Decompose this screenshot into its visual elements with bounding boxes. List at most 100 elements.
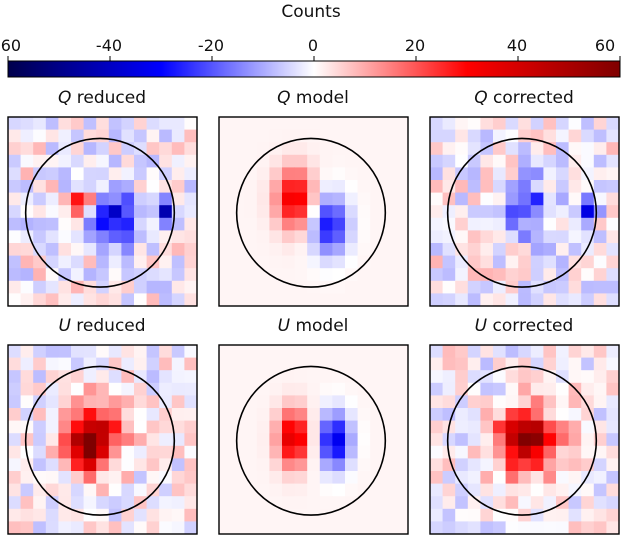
heatmap-cell	[382, 395, 396, 409]
heatmap-cell	[58, 243, 72, 256]
heatmap-cell	[606, 408, 620, 421]
heatmap-cell	[282, 129, 295, 143]
heatmap-cell	[543, 483, 557, 497]
heatmap-cell	[395, 471, 409, 484]
heatmap-cell	[382, 357, 396, 371]
heatmap-cell	[556, 445, 569, 459]
heatmap-cell	[442, 408, 456, 421]
heatmap-cell	[606, 508, 620, 522]
heatmap-cell	[83, 483, 97, 497]
heatmap-cell	[83, 395, 97, 409]
heatmap-cell	[134, 293, 147, 307]
heatmap-cell	[357, 230, 371, 244]
heatmap-cell	[33, 496, 47, 510]
heatmap-cell	[45, 420, 59, 434]
heatmap-cell	[8, 471, 21, 484]
heatmap-cell	[134, 180, 147, 193]
heatmap-cell	[568, 280, 582, 294]
heatmap-cell	[530, 230, 544, 244]
heatmap-cell	[332, 445, 346, 459]
heatmap-cell	[231, 255, 245, 269]
heatmap-cell	[530, 508, 544, 522]
heatmap-cell	[96, 293, 110, 307]
heatmap-cell	[467, 230, 481, 244]
heatmap-cell	[71, 471, 84, 484]
heatmap-cell	[455, 382, 469, 396]
heatmap-cell	[146, 496, 160, 510]
heatmap-cell	[530, 167, 544, 181]
heatmap-cell	[543, 420, 557, 434]
heatmap-cell	[332, 129, 346, 143]
heatmap-cell	[231, 357, 245, 371]
heatmap-cell	[307, 192, 321, 206]
heatmap-cell	[96, 117, 110, 130]
heatmap-cell	[8, 357, 21, 371]
heatmap-cell	[71, 395, 84, 409]
heatmap-cell	[467, 293, 481, 307]
heatmap-cell	[593, 483, 607, 497]
heatmap-cell	[96, 180, 110, 193]
heatmap-cell	[581, 154, 595, 168]
heatmap-cell	[134, 255, 147, 269]
heatmap-cell	[96, 345, 110, 358]
heatmap-cell	[96, 205, 110, 219]
heatmap-cell	[83, 357, 97, 371]
heatmap-cell	[430, 217, 443, 231]
heatmap-cell	[146, 180, 160, 193]
heatmap-cell	[370, 496, 384, 510]
heatmap-cell	[493, 458, 506, 472]
heatmap-cell	[269, 154, 283, 168]
heatmap-cell	[593, 268, 607, 282]
heatmap-cell	[108, 268, 122, 282]
heatmap-cell	[556, 395, 569, 409]
panel-title: U corrected	[474, 316, 574, 336]
heatmap-cell	[20, 433, 34, 447]
heatmap-cell	[370, 192, 384, 206]
heatmap-cell	[332, 496, 346, 510]
heatmap-cell	[357, 243, 371, 256]
heatmap-cell	[357, 483, 371, 497]
heatmap-cell	[282, 192, 295, 206]
heatmap-cell	[307, 521, 321, 535]
heatmap-cell	[556, 508, 569, 522]
heatmap-cell	[45, 357, 59, 371]
heatmap-cell	[505, 420, 519, 434]
heatmap-cell	[530, 420, 544, 434]
heatmap-cell	[45, 280, 59, 294]
heatmap-cell	[430, 192, 443, 206]
heatmap-cell	[395, 230, 409, 244]
heatmap-cell	[159, 357, 173, 371]
heatmap-cell	[505, 370, 519, 384]
heatmap-cell	[219, 471, 232, 484]
heatmap-cell	[518, 458, 532, 472]
heatmap-cell	[8, 255, 21, 269]
heatmap-cell	[307, 458, 321, 472]
heatmap-cell	[8, 433, 21, 447]
heatmap-cell	[108, 433, 122, 447]
heatmap-cell	[556, 433, 569, 447]
heatmap-cell	[83, 508, 97, 522]
heatmap-cell	[307, 395, 321, 409]
heatmap-cell	[71, 293, 84, 307]
heatmap-cell	[8, 167, 21, 181]
heatmap-cell	[480, 471, 494, 484]
heatmap-cell	[231, 433, 245, 447]
heatmap-cell	[606, 205, 620, 219]
heatmap-cell	[171, 408, 185, 421]
heatmap-cell	[33, 357, 47, 371]
heatmap-cell	[505, 508, 519, 522]
heatmap-cell	[382, 230, 396, 244]
heatmap-cell	[294, 293, 308, 307]
heatmap-cell	[568, 217, 582, 231]
heatmap-cell	[269, 445, 283, 459]
heatmap-cell	[395, 433, 409, 447]
heatmap-cell	[269, 280, 283, 294]
heatmap-cell	[96, 471, 110, 484]
heatmap-cell	[568, 230, 582, 244]
heatmap-cell	[467, 458, 481, 472]
heatmap-cell	[480, 230, 494, 244]
heatmap-cell	[58, 230, 72, 244]
heatmap-cell	[58, 129, 72, 143]
heatmap-cell	[455, 483, 469, 497]
heatmap-cell	[382, 496, 396, 510]
